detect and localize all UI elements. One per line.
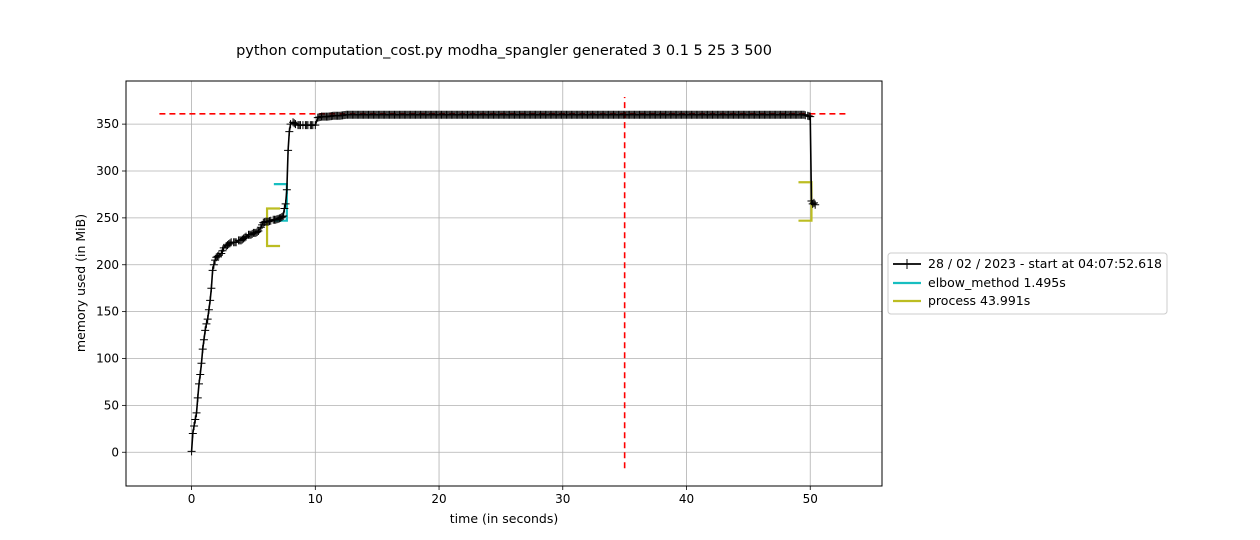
memory-marker <box>199 335 208 344</box>
memory-marker <box>811 200 820 209</box>
memory-marker <box>277 212 286 221</box>
memory-marker <box>191 415 200 424</box>
legend: 28 / 02 / 2023 - start at 04:07:52.618 e… <box>887 252 1168 315</box>
x-axis-ticks: 0 10 20 30 40 50 <box>188 486 818 506</box>
memory-marker <box>208 266 217 275</box>
memory-marker <box>188 429 197 438</box>
y-tick-label: 200 <box>96 258 119 272</box>
memory-marker <box>196 370 205 379</box>
legend-marker-memory <box>902 259 912 269</box>
y-tick-label: 150 <box>96 305 119 319</box>
memory-marker <box>225 239 234 248</box>
memory-marker <box>284 146 293 155</box>
x-tick-label: 0 <box>188 492 196 506</box>
memory-marker <box>193 393 202 402</box>
memory-marker <box>201 326 210 335</box>
y-tick-label: 100 <box>96 352 119 366</box>
x-tick-label: 50 <box>803 492 818 506</box>
x-axis-label: time (in seconds) <box>450 511 558 526</box>
y-axis-ticks: 0 50 100 150 200 250 300 350 <box>96 117 126 459</box>
chart-title: python computation_cost.py modha_spangle… <box>236 43 772 59</box>
y-tick-label: 250 <box>96 211 119 225</box>
memory-marker <box>204 305 213 314</box>
y-tick-label: 0 <box>111 445 119 459</box>
y-tick-label: 350 <box>96 117 119 131</box>
memory-marker <box>203 315 212 324</box>
memory-marker <box>207 284 216 293</box>
memory-marker <box>280 204 289 213</box>
memory-marker <box>195 379 204 388</box>
memory-marker <box>209 260 218 269</box>
memory-marker <box>806 112 815 121</box>
legend-label-process: process 43.991s <box>928 293 1030 308</box>
legend-frame <box>887 252 1168 315</box>
memory-series-line <box>190 113 816 452</box>
memory-marker <box>197 359 206 368</box>
memory-marker <box>809 198 818 207</box>
x-tick-label: 30 <box>555 492 570 506</box>
plot-area <box>159 96 848 469</box>
y-tick-label: 300 <box>96 164 119 178</box>
x-tick-label: 40 <box>679 492 694 506</box>
memory-marker <box>192 408 201 417</box>
memory-marker <box>253 227 262 236</box>
process-bracket-start <box>265 207 281 248</box>
memory-marker <box>285 127 294 136</box>
memory-marker <box>202 319 211 328</box>
grid-lines <box>126 81 882 486</box>
memory-marker <box>279 212 288 220</box>
memory-marker <box>187 447 196 456</box>
memory-marker <box>290 119 299 128</box>
y-axis-label: memory used (in MiB) <box>73 214 88 352</box>
memory-marker <box>282 185 291 194</box>
memory-series-markers <box>187 110 820 456</box>
legend-label-elbow-method: elbow_method 1.495s <box>928 275 1066 290</box>
memory-marker <box>281 199 290 208</box>
plot-frame <box>125 80 883 487</box>
memory-marker <box>198 345 207 354</box>
memory-marker <box>206 296 215 305</box>
memory-marker <box>190 422 199 430</box>
x-tick-label: 10 <box>308 492 323 506</box>
legend-label-memory: 28 / 02 / 2023 - start at 04:07:52.618 <box>928 256 1162 271</box>
x-tick-label: 20 <box>431 492 446 506</box>
memory-marker <box>311 121 320 130</box>
y-tick-label: 50 <box>104 398 119 412</box>
